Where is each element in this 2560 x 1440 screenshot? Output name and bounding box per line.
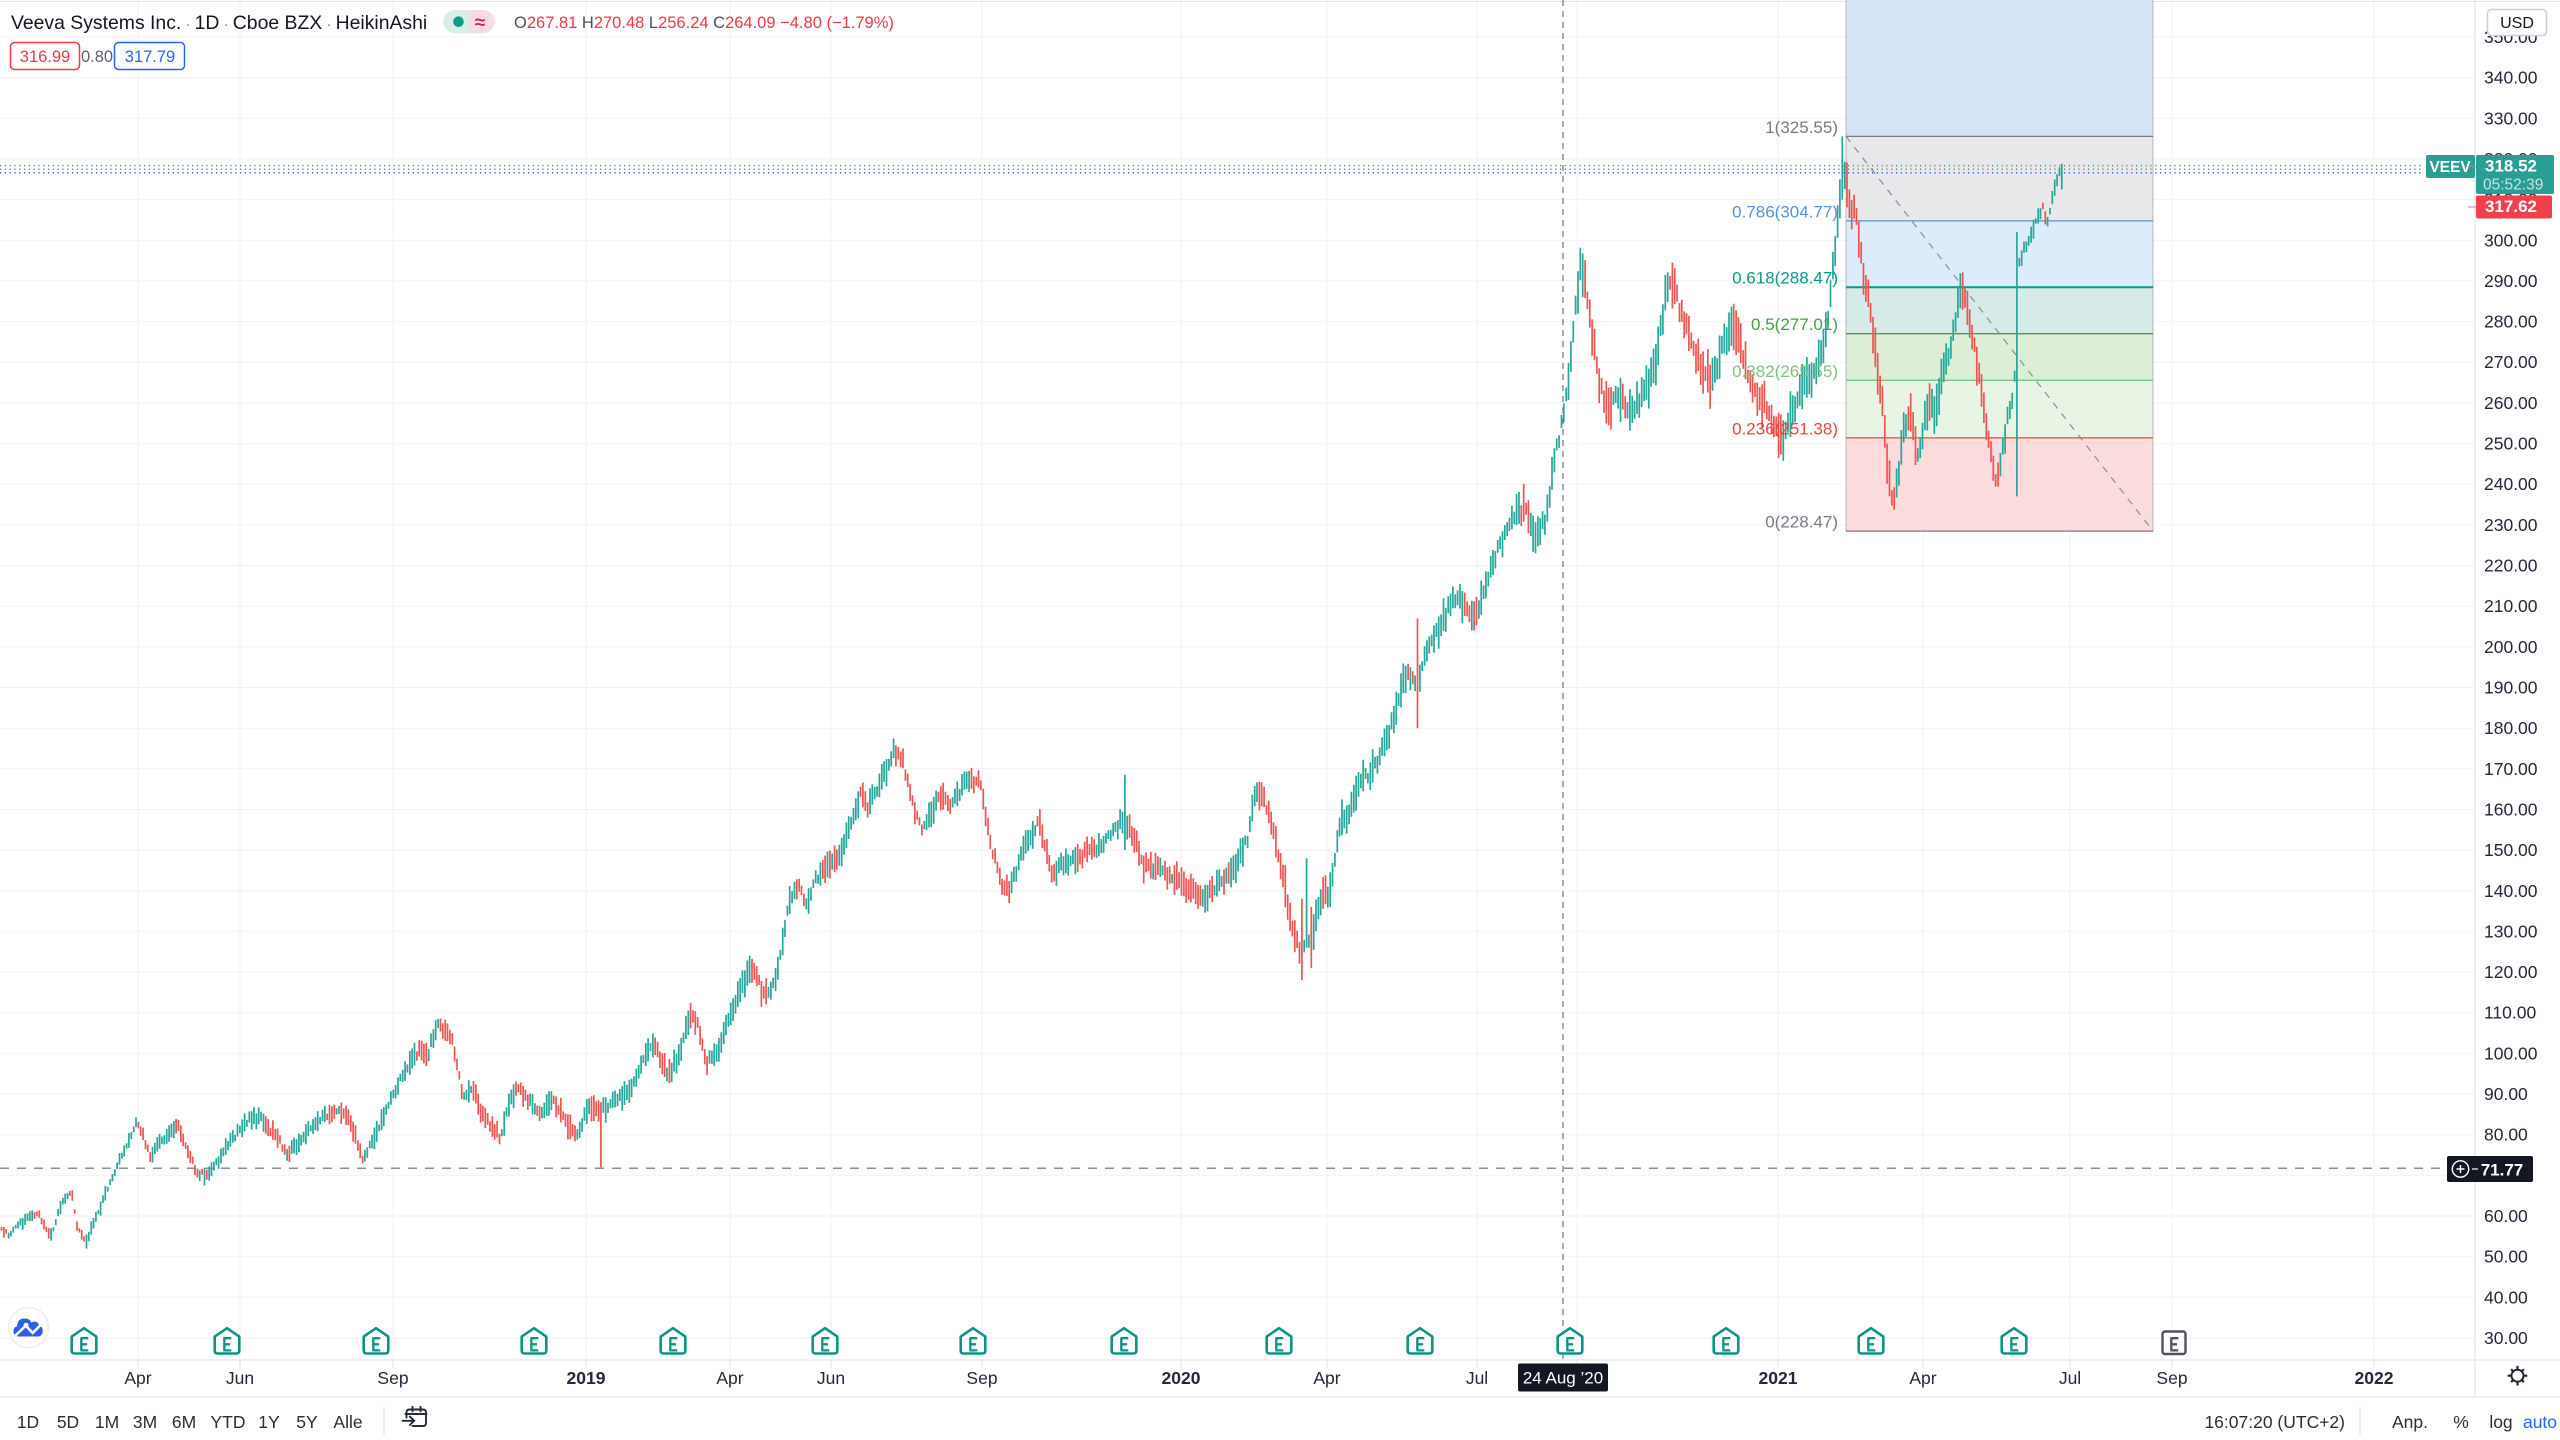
svg-text:190.00: 190.00 <box>2484 678 2538 698</box>
svg-text:80.00: 80.00 <box>2484 1125 2528 1145</box>
svg-text:2019: 2019 <box>567 1368 606 1388</box>
svg-text:110.00: 110.00 <box>2484 1003 2536 1023</box>
svg-text:0.786(304.77): 0.786(304.77) <box>1732 202 1838 221</box>
svg-text:Sep: Sep <box>2156 1368 2187 1388</box>
svg-text:150.00: 150.00 <box>2484 840 2538 860</box>
svg-text:Apr: Apr <box>124 1368 151 1388</box>
svg-text:330.00: 330.00 <box>2484 108 2538 128</box>
svg-text:250.00: 250.00 <box>2484 434 2538 454</box>
svg-text:0.236(251.38): 0.236(251.38) <box>1732 419 1838 438</box>
svg-text:0(228.47): 0(228.47) <box>1765 513 1838 532</box>
svg-text:100.00: 100.00 <box>2484 1043 2538 1063</box>
svg-text:1D: 1D <box>17 1412 39 1432</box>
svg-text:2021: 2021 <box>1759 1368 1798 1388</box>
svg-text:5Y: 5Y <box>296 1412 318 1432</box>
svg-text:log: log <box>2489 1412 2512 1432</box>
svg-text:Sep: Sep <box>966 1368 997 1388</box>
svg-text:Veeva Systems Inc. · 1D · Cboe: Veeva Systems Inc. · 1D · Cboe BZX · Hei… <box>11 12 427 34</box>
svg-text:1M: 1M <box>95 1412 119 1432</box>
svg-text:316.99: 316.99 <box>20 48 70 66</box>
svg-text:220.00: 220.00 <box>2484 556 2538 576</box>
svg-text:24 Aug ’20: 24 Aug ’20 <box>1523 1369 1603 1388</box>
svg-text:280.00: 280.00 <box>2484 312 2538 332</box>
svg-text:60.00: 60.00 <box>2484 1206 2528 1226</box>
svg-text:Jun: Jun <box>226 1368 254 1388</box>
svg-text:140.00: 140.00 <box>2484 881 2538 901</box>
svg-text:0.618(288.47): 0.618(288.47) <box>1732 269 1838 288</box>
svg-text:340.00: 340.00 <box>2484 68 2538 88</box>
svg-text:317.79: 317.79 <box>125 48 175 66</box>
svg-text:Alle: Alle <box>333 1412 362 1432</box>
svg-text:0.5(277.01): 0.5(277.01) <box>1751 315 1838 334</box>
svg-text:290.00: 290.00 <box>2484 271 2538 291</box>
svg-text:260.00: 260.00 <box>2484 393 2538 413</box>
svg-text:5D: 5D <box>57 1412 79 1432</box>
svg-text:1(325.55): 1(325.55) <box>1765 118 1838 137</box>
svg-text:318.52: 318.52 <box>2485 157 2537 176</box>
svg-text:Apr: Apr <box>1313 1368 1340 1388</box>
svg-text:30.00: 30.00 <box>2484 1328 2528 1348</box>
svg-text:USD: USD <box>2500 15 2534 32</box>
svg-text:2022: 2022 <box>2355 1368 2394 1388</box>
svg-text:170.00: 170.00 <box>2484 759 2538 779</box>
svg-text:6M: 6M <box>172 1412 196 1432</box>
svg-text:0.80: 0.80 <box>81 48 113 66</box>
svg-text:200.00: 200.00 <box>2484 637 2538 657</box>
svg-text:180.00: 180.00 <box>2484 718 2538 738</box>
svg-text:%: % <box>2453 1412 2469 1432</box>
svg-text:VEEV: VEEV <box>2429 159 2471 176</box>
svg-text:130.00: 130.00 <box>2484 921 2538 941</box>
svg-text:120.00: 120.00 <box>2484 962 2538 982</box>
svg-text:90.00: 90.00 <box>2484 1084 2528 1104</box>
svg-text:≈: ≈ <box>475 13 486 34</box>
svg-text:270.00: 270.00 <box>2484 352 2538 372</box>
svg-text:Jun: Jun <box>817 1368 845 1388</box>
svg-text:05:52:39: 05:52:39 <box>2483 177 2543 194</box>
svg-text:2020: 2020 <box>1162 1368 1201 1388</box>
svg-text:240.00: 240.00 <box>2484 474 2538 494</box>
svg-text:O267.81 H270.48 L256.24 C264.0: O267.81 H270.48 L256.24 C264.09 −4.80 (−… <box>514 14 894 32</box>
svg-text:300.00: 300.00 <box>2484 230 2538 250</box>
svg-text:3M: 3M <box>133 1412 157 1432</box>
svg-text:Apr: Apr <box>716 1368 743 1388</box>
svg-text:40.00: 40.00 <box>2484 1287 2528 1307</box>
svg-text:16:07:20 (UTC+2): 16:07:20 (UTC+2) <box>2204 1412 2345 1432</box>
svg-text:160.00: 160.00 <box>2484 800 2538 820</box>
svg-text:auto: auto <box>2523 1412 2557 1432</box>
svg-text:210.00: 210.00 <box>2484 596 2538 616</box>
svg-text:Apr: Apr <box>1909 1368 1936 1388</box>
svg-text:Jul: Jul <box>1466 1368 1488 1388</box>
svg-text:230.00: 230.00 <box>2484 515 2538 535</box>
svg-text:Anp.: Anp. <box>2392 1412 2428 1432</box>
svg-text:71.77: 71.77 <box>2481 1161 2524 1180</box>
svg-text:Jul: Jul <box>2059 1368 2081 1388</box>
svg-text:1Y: 1Y <box>258 1412 280 1432</box>
svg-text:317.62: 317.62 <box>2485 197 2537 216</box>
svg-text:0.382(265.55): 0.382(265.55) <box>1732 362 1838 381</box>
svg-text:YTD: YTD <box>211 1412 246 1432</box>
svg-text:50.00: 50.00 <box>2484 1247 2528 1267</box>
svg-text:Sep: Sep <box>377 1368 408 1388</box>
